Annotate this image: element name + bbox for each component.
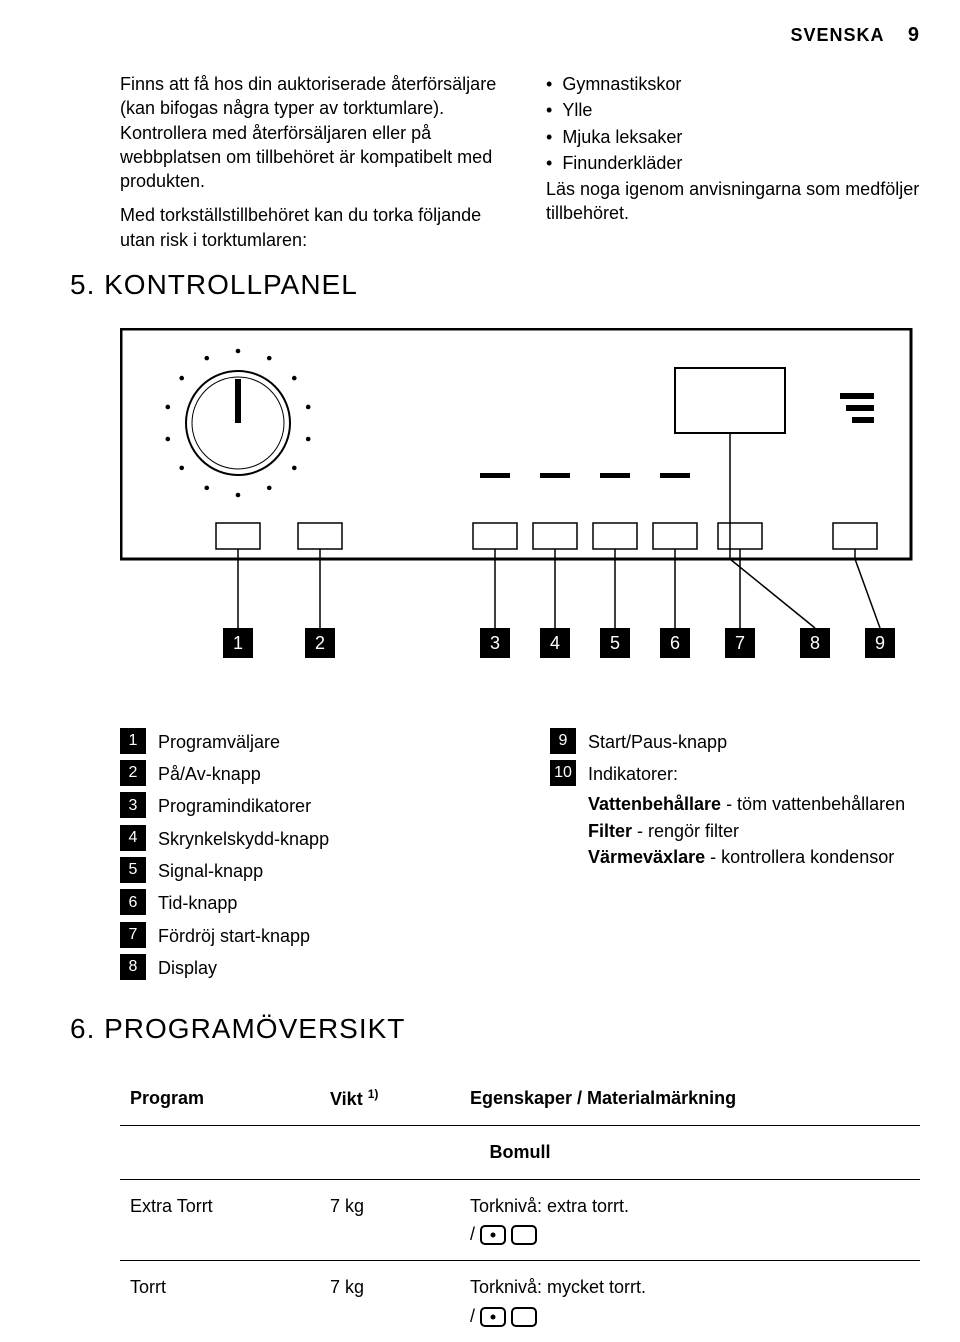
legend-label: Signal-knapp bbox=[158, 857, 263, 883]
legend-numbox: 2 bbox=[120, 760, 146, 786]
control-panel-diagram: 1 2 3 4 5 6 7 8 9 bbox=[0, 304, 960, 668]
legend-right-col: 9 Start/Paus-knapp 10 Indikatorer: Vattenbeh… bbox=[550, 728, 940, 986]
cell-vikt: 7 kg bbox=[320, 1179, 460, 1261]
legend-label: Tid-knapp bbox=[158, 889, 237, 915]
intro-left-col: Finns att få hos din auktoriserade återf… bbox=[120, 72, 514, 258]
legend-label: Programväljare bbox=[158, 728, 280, 754]
table-row: Extra Torrt 7 kg Torknivå: extra torrt. … bbox=[120, 1179, 920, 1261]
legend-item: 8 Display bbox=[120, 954, 510, 980]
svg-text:4: 4 bbox=[550, 633, 560, 653]
care-icon bbox=[511, 1225, 537, 1245]
intro-paragraph-1: Finns att få hos din auktoriserade återf… bbox=[120, 72, 514, 193]
legend-sub: Filter - rengör filter bbox=[588, 819, 940, 843]
legend-numbox: 8 bbox=[120, 954, 146, 980]
care-icon bbox=[511, 1307, 537, 1327]
legend-numbox: 3 bbox=[120, 792, 146, 818]
legend-item: 1 Programväljare bbox=[120, 728, 510, 754]
bullet-item: Mjuka leksaker bbox=[546, 125, 940, 149]
table-header-desc: Egenskaper / Materialmärkning bbox=[460, 1072, 920, 1126]
svg-text:8: 8 bbox=[810, 633, 820, 653]
legend-numbox: 1 bbox=[120, 728, 146, 754]
intro-paragraph-2: Med torkställstillbehöret kan du torka f… bbox=[120, 203, 514, 252]
care-icons: / bbox=[470, 1222, 910, 1246]
intro-note: Läs noga igenom anvisningarna som medföl… bbox=[546, 177, 940, 226]
svg-text:5: 5 bbox=[610, 633, 620, 653]
legend-columns: 1 Programväljare 2 På/Av-knapp 3 Programindik… bbox=[0, 668, 960, 986]
legend-item: 2 På/Av-knapp bbox=[120, 760, 510, 786]
svg-text:3: 3 bbox=[490, 633, 500, 653]
cell-desc-text: Torknivå: extra torrt. bbox=[470, 1194, 910, 1218]
section-6-title: 6. PROGRAMÖVERSIKT bbox=[70, 1010, 960, 1048]
svg-text:2: 2 bbox=[315, 633, 325, 653]
intro-bullet-list: Gymnastikskor Ylle Mjuka leksaker Finund… bbox=[546, 72, 940, 175]
legend-label: På/Av-knapp bbox=[158, 760, 261, 786]
legend-item: 9 Start/Paus-knapp bbox=[550, 728, 940, 754]
legend-numbox: 5 bbox=[120, 857, 146, 883]
table-header-vikt: Vikt 1) bbox=[320, 1072, 460, 1126]
legend-left-col: 1 Programväljare 2 På/Av-knapp 3 Programindik… bbox=[120, 728, 510, 986]
care-icon bbox=[480, 1307, 506, 1327]
table-section-row: Bomull bbox=[120, 1126, 920, 1179]
bullet-item: Finunderkläder bbox=[546, 151, 940, 175]
legend-label: Start/Paus-knapp bbox=[588, 728, 727, 754]
program-table: Program Vikt 1) Egenskaper / Materialmär… bbox=[120, 1072, 920, 1342]
header-page-number: 9 bbox=[908, 24, 920, 46]
bullet-item: Ylle bbox=[546, 98, 940, 122]
legend-numbox: 7 bbox=[120, 922, 146, 948]
legend-numbox: 10 bbox=[550, 760, 576, 786]
legend-label: Fördröj start-knapp bbox=[158, 922, 310, 948]
table-row: Torrt 7 kg Torknivå: mycket torrt. / bbox=[120, 1261, 920, 1342]
table-header-program: Program bbox=[120, 1072, 320, 1126]
legend-item: 10 Indikatorer: bbox=[550, 760, 940, 786]
table-header-vikt-sup: 1) bbox=[368, 1087, 379, 1101]
legend-label: Indikatorer: bbox=[588, 760, 678, 786]
header-language: SVENSKA bbox=[791, 25, 884, 45]
cell-program: Torrt bbox=[120, 1261, 320, 1342]
svg-text:9: 9 bbox=[875, 633, 885, 653]
legend-sub: Värmeväxlare - kontrollera kondensor bbox=[588, 845, 940, 869]
section-5-title: 5. KONTROLLPANEL bbox=[70, 266, 960, 304]
svg-text:7: 7 bbox=[735, 633, 745, 653]
cell-vikt: 7 kg bbox=[320, 1261, 460, 1342]
legend-item: 7 Fördröj start-knapp bbox=[120, 922, 510, 948]
legend-item: 6 Tid-knapp bbox=[120, 889, 510, 915]
legend-item: 5 Signal-knapp bbox=[120, 857, 510, 883]
legend-numbox: 4 bbox=[120, 825, 146, 851]
table-section-label: Bomull bbox=[120, 1126, 920, 1179]
cell-desc: Torknivå: mycket torrt. / bbox=[460, 1261, 920, 1342]
legend-numbox: 9 bbox=[550, 728, 576, 754]
care-icons: / bbox=[470, 1304, 910, 1328]
cell-desc-text: Torknivå: mycket torrt. bbox=[470, 1275, 910, 1299]
cell-desc: Torknivå: extra torrt. / bbox=[460, 1179, 920, 1261]
legend-item: 4 Skrynkelskydd-knapp bbox=[120, 825, 510, 851]
legend-label: Display bbox=[158, 954, 217, 980]
care-icon bbox=[480, 1225, 506, 1245]
panel-svg: 1 2 3 4 5 6 7 8 9 bbox=[120, 328, 920, 668]
svg-text:1: 1 bbox=[233, 633, 243, 653]
legend-numbox: 6 bbox=[120, 889, 146, 915]
svg-text:6: 6 bbox=[670, 633, 680, 653]
legend-item: 3 Programindikatorer bbox=[120, 792, 510, 818]
legend-label: Skrynkelskydd-knapp bbox=[158, 825, 329, 851]
page-header: SVENSKA 9 bbox=[791, 22, 921, 49]
legend-label: Programindikatorer bbox=[158, 792, 311, 818]
intro-right-col: Gymnastikskor Ylle Mjuka leksaker Finund… bbox=[546, 72, 940, 258]
cell-program: Extra Torrt bbox=[120, 1179, 320, 1261]
bullet-item: Gymnastikskor bbox=[546, 72, 940, 96]
table-header-vikt-label: Vikt bbox=[330, 1089, 368, 1109]
legend-sub: Vattenbehållare - töm vattenbehållaren bbox=[588, 792, 940, 816]
